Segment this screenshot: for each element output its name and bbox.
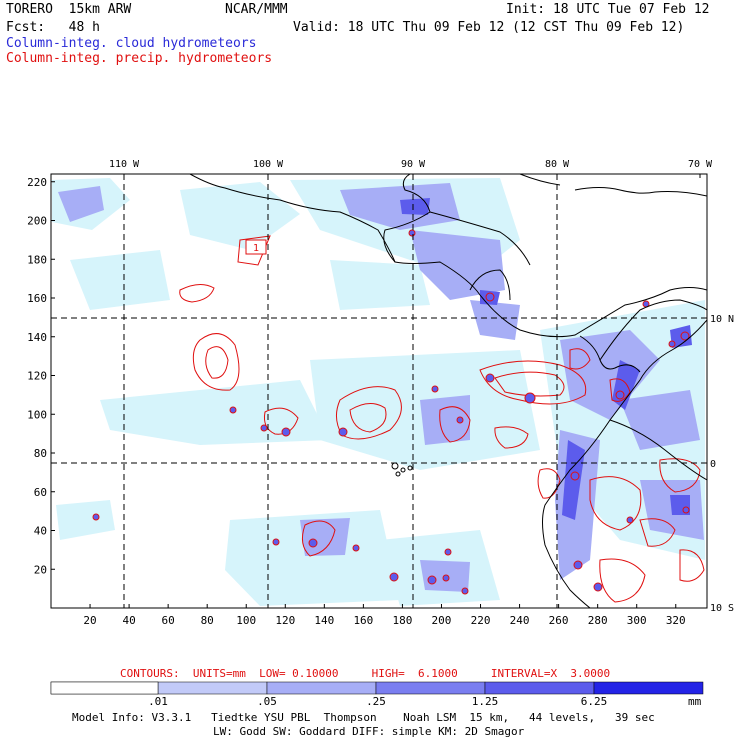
- valid-time: Valid: 18 UTC Thu 09 Feb 12 (12 CST Thu …: [293, 20, 685, 35]
- x-tick-label: 280: [588, 614, 608, 627]
- x-tick-label: 100: [236, 614, 256, 627]
- x-tick-label: 220: [471, 614, 491, 627]
- y-tick-label: 40: [34, 525, 47, 538]
- y-tick-label: 180: [27, 253, 47, 266]
- forecast-hour: Fcst: 48 h: [6, 20, 100, 35]
- x-tick-label: 60: [162, 614, 175, 627]
- x-tick-label: 160: [353, 614, 373, 627]
- legend-precip-label: Column-integ. precip. hydrometeors: [6, 51, 273, 66]
- model-info-line: Model Info: V3.3.1 Tiedtke YSU PBL Thomp…: [72, 711, 655, 724]
- latitude-labels: 10 N 0 10 S: [710, 314, 734, 614]
- legend-cloud-label: Column-integ. cloud hydrometeors: [6, 36, 257, 51]
- latitude-label: 0: [710, 459, 716, 470]
- colorbar-labels: .01 .05 .25 1.25 6.25: [148, 695, 607, 708]
- x-tick-label: 80: [201, 614, 214, 627]
- longitude-label: 100 W: [253, 159, 284, 170]
- colorbar-segment: [50, 681, 159, 695]
- x-tick-label: 40: [122, 614, 135, 627]
- colorbar-segment: [157, 681, 268, 695]
- lat-lon-grid: [51, 174, 707, 608]
- in-plot-label-box: [245, 239, 267, 255]
- colorbar-segment: [484, 681, 595, 695]
- plot-frame: [50, 173, 708, 609]
- latitude-label: 10 N: [710, 314, 734, 325]
- latitude-label: 10 S: [710, 603, 734, 614]
- colorbar: [50, 681, 704, 695]
- colorbar-label: .25: [366, 695, 386, 708]
- y-tick-label: 200: [27, 215, 47, 228]
- longitude-label: 80 W: [545, 159, 570, 170]
- x-tick-label: 300: [627, 614, 647, 627]
- cloud-shading-medium: [58, 183, 704, 592]
- x-tick-label: 200: [432, 614, 452, 627]
- colorbar-label: .01: [148, 695, 168, 708]
- y-axis-ticks: 20 40 60 80 100 120 140 160 180 200 220: [27, 176, 55, 576]
- x-tick-label: 180: [392, 614, 412, 627]
- y-tick-label: 80: [34, 447, 47, 460]
- colorbar-segment: [266, 681, 377, 695]
- y-tick-label: 120: [27, 370, 47, 383]
- y-tick-label: 20: [34, 563, 47, 576]
- longitude-label: 110 W: [109, 159, 140, 170]
- x-tick-label: 320: [666, 614, 686, 627]
- x-tick-label: 260: [549, 614, 569, 627]
- colorbar-units: mm: [688, 695, 702, 708]
- model-title: TORERO 15km ARW: [6, 2, 132, 17]
- colorbar-label: 6.25: [581, 695, 608, 708]
- longitude-label: 70 W: [688, 159, 713, 170]
- x-tick-label: 20: [83, 614, 96, 627]
- x-tick-label: 240: [510, 614, 530, 627]
- y-tick-label: 140: [27, 331, 47, 344]
- organization-label: NCAR/MMM: [225, 2, 288, 17]
- longitude-labels: 110 W 100 W 90 W 80 W 70 W: [109, 159, 713, 178]
- in-plot-label: 1: [253, 243, 259, 254]
- colorbar-segment: [593, 681, 704, 695]
- colorbar-segment: [375, 681, 486, 695]
- y-tick-label: 220: [27, 176, 47, 189]
- x-tick-label: 140: [314, 614, 334, 627]
- y-tick-label: 160: [27, 292, 47, 305]
- physics-info-line: LW: Godd SW: Goddard DIFF: simple KM: 2D…: [213, 725, 525, 738]
- x-tick-label: 120: [275, 614, 295, 627]
- y-tick-label: 60: [34, 486, 47, 499]
- colorbar-label: 1.25: [472, 695, 499, 708]
- colorbar-label: .05: [257, 695, 277, 708]
- y-tick-label: 100: [27, 408, 47, 421]
- contour-info: CONTOURS: UNITS=mm LOW= 0.10000 HIGH= 6.…: [120, 667, 610, 680]
- x-axis-ticks: 20 40 60 80 100 120 140 160 180 200 220 240 260 280 30…: [83, 604, 686, 627]
- init-time: Init: 18 UTC Tue 07 Feb 12: [506, 2, 710, 17]
- longitude-label: 90 W: [401, 159, 426, 170]
- coastline: [189, 174, 707, 608]
